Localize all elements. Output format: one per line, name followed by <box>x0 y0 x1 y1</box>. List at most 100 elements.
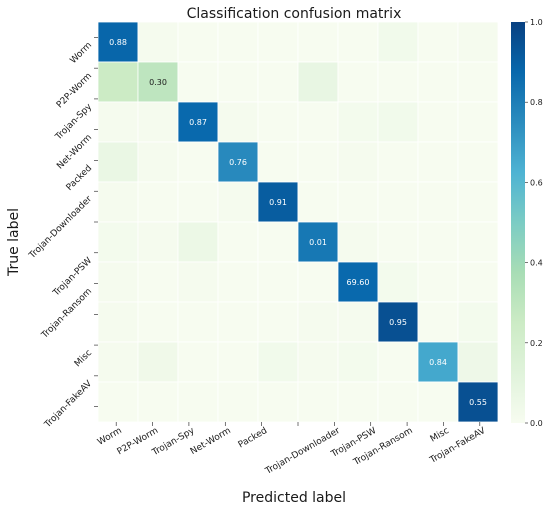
heatmap-cell-9-0 <box>97 381 139 423</box>
heatmap-cell-3-4 <box>257 141 299 183</box>
heatmap-cell-2-0 <box>97 101 139 143</box>
heatmap-cell-0-4 <box>257 21 299 63</box>
heatmap-cell-6-5 <box>297 261 339 303</box>
heatmap-cell-1-6 <box>337 61 379 103</box>
heatmap-cell-2-8 <box>417 101 459 143</box>
colorbar-tick-label: 1.0 <box>530 18 543 27</box>
heatmap-cell-2-4 <box>257 101 299 143</box>
heatmap-cell-1-9 <box>457 61 499 103</box>
heatmap-cell-8-4 <box>257 341 299 383</box>
cell-annotation: 0.84 <box>429 358 447 367</box>
heatmap-cell-7-7 <box>377 301 419 343</box>
heatmap-cell-4-9 <box>457 181 499 223</box>
x-tick-label: Net-Worm <box>189 426 233 457</box>
heatmap-cell-8-2 <box>177 341 219 383</box>
heatmap-cell-5-2 <box>177 221 219 263</box>
cell-annotation: 0.87 <box>189 118 207 127</box>
x-axis-label: Predicted label <box>242 490 346 506</box>
heatmap-cell-5-8 <box>417 221 459 263</box>
heatmap-cell-5-7 <box>377 221 419 263</box>
heatmap-cell-7-6 <box>337 301 379 343</box>
heatmap-cell-1-2 <box>177 61 219 103</box>
heatmap-cell-0-5 <box>297 21 339 63</box>
cell-annotation: 0.30 <box>149 78 167 87</box>
heatmap-cell-1-4 <box>257 61 299 103</box>
x-tick-label: Misc <box>429 426 451 445</box>
heatmap-cell-2-5 <box>297 101 339 143</box>
heatmap-cell-3-5 <box>297 141 339 183</box>
heatmap-cell-5-6 <box>337 221 379 263</box>
heatmap-cell-5-3 <box>217 221 259 263</box>
heatmap-cell-2-2 <box>177 101 219 143</box>
colorbar <box>511 22 525 423</box>
heatmap-cell-6-2 <box>177 261 219 303</box>
heatmap-cell-4-2 <box>177 181 219 223</box>
cell-annotation: 0.55 <box>469 398 487 407</box>
heatmap-cell-1-8 <box>417 61 459 103</box>
heatmap-cell-7-4 <box>257 301 299 343</box>
cell-annotation: 0.76 <box>229 158 247 167</box>
y-tick-labels: WormP2P-WormTrojan-SpyNet-WormPackedTroj… <box>27 37 98 431</box>
heatmap-cell-4-1 <box>137 181 179 223</box>
heatmap-cell-2-6 <box>337 101 379 143</box>
heatmap-cell-2-9 <box>457 101 499 143</box>
heatmap-cell-0-3 <box>217 21 259 63</box>
heatmap-cell-7-0 <box>97 301 139 343</box>
heatmap-cell-6-8 <box>417 261 459 303</box>
heatmap-cell-9-8 <box>417 381 459 423</box>
heatmap-cell-3-2 <box>177 141 219 183</box>
heatmap-cell-1-0 <box>97 61 139 103</box>
heatmap-cell-5-4 <box>257 221 299 263</box>
heatmap-cell-2-1 <box>137 101 179 143</box>
heatmap-cell-3-0 <box>97 141 139 183</box>
y-tick-label: Packed <box>65 164 94 193</box>
colorbar-ticks: 0.0 0.2 0.4 0.6 0.8 1.0 <box>525 18 543 428</box>
x-tick-label: Packed <box>237 426 269 450</box>
heatmap-cell-0-0 <box>97 21 139 63</box>
heatmap-cell-9-5 <box>297 381 339 423</box>
heatmap-cell-3-8 <box>417 141 459 183</box>
heatmap-cell-7-1 <box>137 301 179 343</box>
heatmap-cell-1-1 <box>137 61 179 103</box>
heatmap-cell-8-8 <box>417 341 459 383</box>
heatmap-cell-0-7 <box>377 21 419 63</box>
heatmap-cell-8-3 <box>217 341 259 383</box>
heatmap-cell-4-7 <box>377 181 419 223</box>
heatmap-cell-0-1 <box>137 21 179 63</box>
colorbar-tick-label: 0.4 <box>530 259 543 268</box>
heatmap-cell-2-3 <box>217 101 259 143</box>
heatmap-cell-7-8 <box>417 301 459 343</box>
heatmap-cell-0-6 <box>337 21 379 63</box>
heatmap-cell-6-0 <box>97 261 139 303</box>
heatmap-cell-9-4 <box>257 381 299 423</box>
colorbar-tick-label: 0.0 <box>530 419 543 428</box>
heatmap-cell-0-9 <box>457 21 499 63</box>
heatmap-cell-8-0 <box>97 341 139 383</box>
heatmap-cell-7-5 <box>297 301 339 343</box>
colorbar-tick-label: 0.8 <box>530 98 543 107</box>
heatmap-cells <box>97 21 499 423</box>
heatmap-cell-5-5 <box>297 221 339 263</box>
heatmap-cell-1-5 <box>297 61 339 103</box>
heatmap-cell-0-8 <box>417 21 459 63</box>
colorbar-tick-label: 0.2 <box>530 339 543 348</box>
heatmap-cell-5-1 <box>137 221 179 263</box>
heatmap-cell-9-3 <box>217 381 259 423</box>
cell-annotation: 0.88 <box>109 38 127 47</box>
cell-annotations: 0.88 0.30 0.87 0.76 0.91 0.01 69.60 0.95 0.84 0.5… <box>109 38 487 407</box>
heatmap-cell-3-6 <box>337 141 379 183</box>
heatmap-cell-8-1 <box>137 341 179 383</box>
heatmap-cell-6-6 <box>337 261 379 303</box>
y-axis-label: True label <box>6 208 22 277</box>
heatmap-cell-8-5 <box>297 341 339 383</box>
heatmap-cell-9-7 <box>377 381 419 423</box>
heatmap-cell-9-1 <box>137 381 179 423</box>
heatmap-cell-0-2 <box>177 21 219 63</box>
y-tick-label: Trojan-Downloader <box>27 194 94 261</box>
heatmap-cell-2-7 <box>377 101 419 143</box>
heatmap-cell-7-2 <box>177 301 219 343</box>
heatmap-cell-4-0 <box>97 181 139 223</box>
heatmap-cell-4-5 <box>297 181 339 223</box>
